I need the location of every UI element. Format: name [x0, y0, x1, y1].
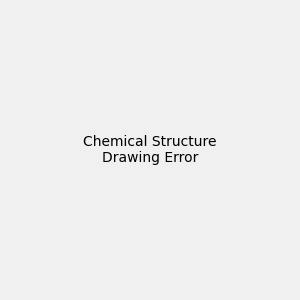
Text: Chemical Structure
Drawing Error: Chemical Structure Drawing Error [83, 135, 217, 165]
